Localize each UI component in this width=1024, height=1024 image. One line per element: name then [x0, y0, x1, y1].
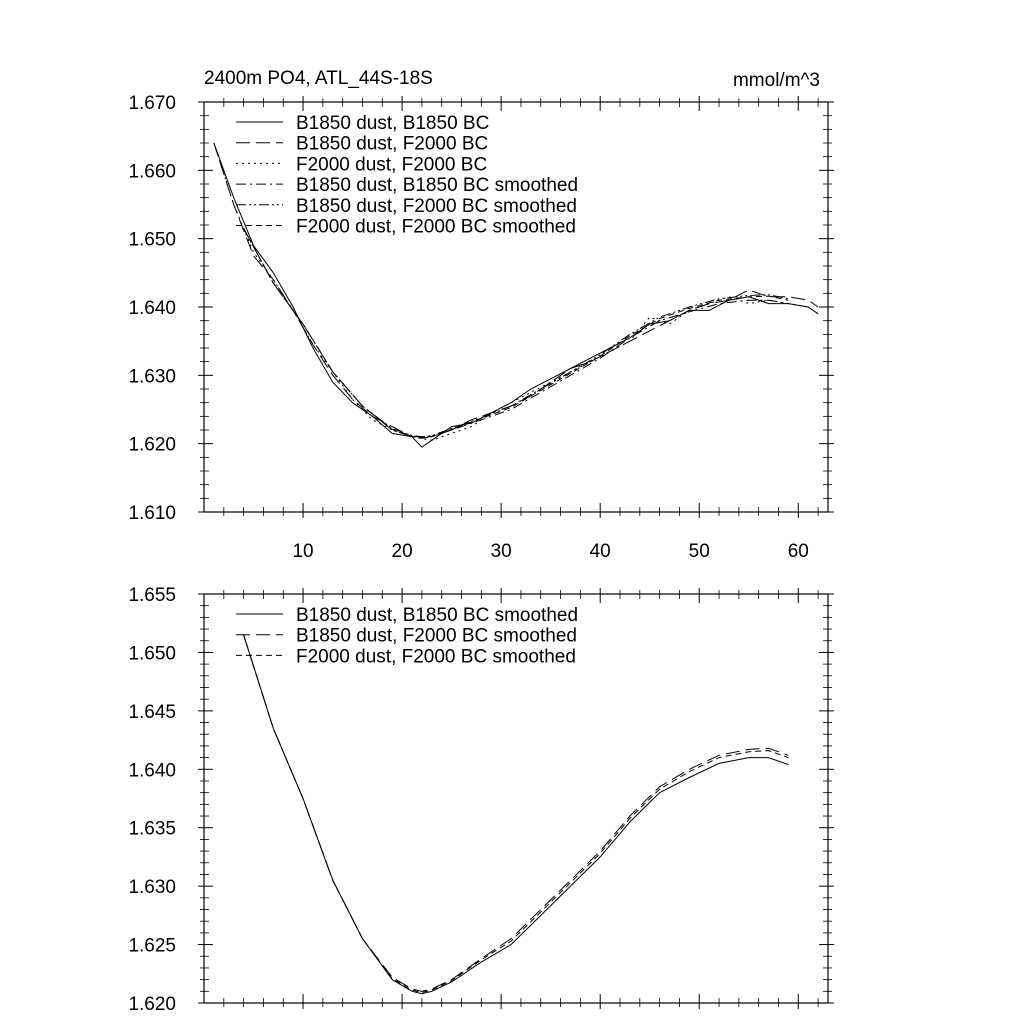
- series-line: [213, 142, 819, 438]
- legend-label: F2000 dust, F2000 BC smoothed: [296, 646, 576, 667]
- y-tick-label: 1.610: [128, 503, 176, 524]
- y-tick-label: 1.630: [128, 877, 176, 898]
- units-label: mmol/m^3: [733, 70, 820, 91]
- series-line: [243, 634, 789, 994]
- y-tick-label: 1.635: [128, 819, 176, 840]
- y-tick-label: 1.640: [128, 298, 176, 319]
- x-tick-label: 10: [292, 541, 313, 562]
- x-tick-label: 30: [491, 541, 512, 562]
- top-plot-area: 1.610 1.620 1.630 1.640 1.650 1.660 1.670 10 20 3…: [128, 93, 834, 562]
- y-tick-label: 1.670: [128, 93, 176, 114]
- legend-label: F2000 dust, F2000 BC: [296, 154, 487, 175]
- y-tick-label: 1.630: [128, 366, 176, 387]
- y-tick-label: 1.640: [128, 760, 176, 781]
- y-tick-label: 1.650: [128, 643, 176, 664]
- legend-label: B1850 dust, B1850 BC smoothed: [296, 175, 578, 196]
- y-tick-label: 1.650: [128, 230, 176, 251]
- legend-label: B1850 dust, B1850 BC smoothed: [296, 605, 578, 626]
- y-tick-label: 1.625: [128, 936, 176, 957]
- plot-frame: [203, 593, 829, 1004]
- x-tick-label: 60: [788, 541, 809, 562]
- y-tick-label: 1.620: [128, 994, 176, 1015]
- bottom-plot-area: 1.620 1.625 1.630 1.635 1.640 1.645 1.650 1.655…: [128, 585, 834, 1015]
- y-tick-label: 1.660: [128, 161, 176, 182]
- legend-label: B1850 dust, F2000 BC: [296, 134, 488, 155]
- x-tick-label: 50: [689, 541, 710, 562]
- legend-label: B1850 dust, F2000 BC smoothed: [296, 196, 577, 217]
- series-line: [243, 228, 789, 438]
- series-line: [243, 228, 789, 439]
- y-tick-label: 1.620: [128, 435, 176, 456]
- legend-label: B1850 dust, B1850 BC: [296, 113, 489, 134]
- series-line: [243, 228, 789, 439]
- top-panel: 2400m PO4, ATL_44S-18S mmol/m^3 1.6101.6…: [128, 68, 834, 562]
- legend-label: B1850 dust, F2000 BC smoothed: [296, 626, 577, 647]
- legend-label: F2000 dust, F2000 BC smoothed: [296, 217, 576, 238]
- x-tick-label: 40: [590, 541, 611, 562]
- chart-title: 2400m PO4, ATL_44S-18S: [204, 68, 433, 89]
- bottom-panel: 1.620 1.625 1.630 1.635 1.640 1.645 1.650 1.655…: [128, 585, 834, 1015]
- y-tick-label: 1.655: [128, 585, 176, 606]
- x-tick-label: 20: [392, 541, 413, 562]
- series-line: [243, 634, 789, 992]
- series-line: [243, 634, 789, 995]
- y-tick-label: 1.645: [128, 702, 176, 723]
